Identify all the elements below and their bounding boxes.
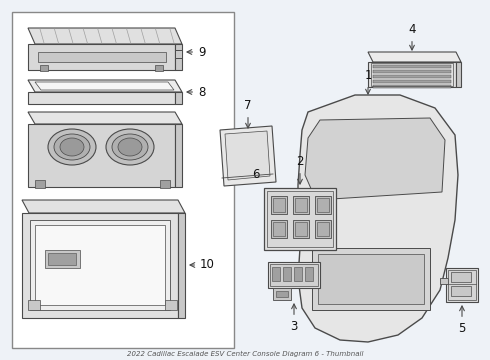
Bar [283, 267, 291, 281]
Bar [293, 196, 309, 214]
Bar [30, 220, 170, 310]
Bar [35, 225, 165, 305]
Polygon shape [175, 44, 182, 70]
Bar [293, 220, 309, 238]
Polygon shape [28, 112, 182, 124]
Polygon shape [28, 80, 182, 92]
Text: 8: 8 [187, 85, 205, 99]
Bar [446, 268, 478, 302]
Bar [264, 188, 336, 250]
Bar [276, 291, 288, 297]
Polygon shape [28, 44, 175, 70]
Bar [317, 222, 329, 236]
Text: 4: 4 [408, 23, 416, 50]
Bar [373, 70, 451, 73]
Bar [440, 278, 448, 284]
Bar [373, 80, 451, 83]
Bar [38, 52, 166, 62]
Text: 10: 10 [190, 258, 215, 271]
Polygon shape [175, 50, 182, 58]
Bar [28, 300, 40, 310]
Bar [295, 222, 307, 236]
Bar [268, 262, 320, 288]
Ellipse shape [118, 138, 142, 156]
Bar [271, 196, 287, 214]
Polygon shape [298, 95, 458, 342]
Bar [270, 264, 318, 286]
Polygon shape [28, 124, 175, 187]
Text: 5: 5 [458, 306, 466, 335]
Polygon shape [175, 124, 182, 187]
Bar [371, 63, 453, 86]
Bar [165, 300, 177, 310]
Bar [305, 267, 313, 281]
Text: 9: 9 [187, 45, 205, 58]
Text: 6: 6 [252, 168, 260, 181]
Polygon shape [178, 213, 185, 318]
Polygon shape [35, 82, 174, 90]
Polygon shape [175, 92, 182, 104]
Bar [267, 191, 333, 247]
Bar [271, 220, 287, 238]
Polygon shape [305, 118, 445, 200]
Bar [273, 198, 285, 212]
Bar [40, 65, 48, 71]
Bar [315, 220, 331, 238]
Polygon shape [368, 52, 461, 62]
Bar [35, 180, 45, 188]
Bar [48, 253, 76, 265]
Bar [160, 180, 170, 188]
Bar [451, 286, 471, 296]
Bar [273, 288, 291, 300]
Bar [373, 85, 451, 88]
Polygon shape [22, 200, 185, 213]
Bar [272, 267, 280, 281]
Bar [273, 222, 285, 236]
Ellipse shape [112, 134, 148, 160]
Ellipse shape [106, 129, 154, 165]
Bar [448, 270, 476, 300]
Polygon shape [225, 131, 270, 180]
Text: 2022 Cadillac Escalade ESV Center Console Diagram 6 - Thumbnail: 2022 Cadillac Escalade ESV Center Consol… [127, 351, 363, 357]
Bar [317, 198, 329, 212]
Bar [45, 250, 80, 268]
Bar [315, 196, 331, 214]
Bar [451, 272, 471, 282]
Ellipse shape [60, 138, 84, 156]
Ellipse shape [54, 134, 90, 160]
Bar [12, 12, 234, 348]
Text: 3: 3 [290, 304, 298, 333]
Bar [312, 248, 430, 310]
Text: 1: 1 [364, 69, 372, 94]
Bar [155, 65, 163, 71]
Bar [294, 267, 302, 281]
Polygon shape [28, 92, 175, 104]
Bar [373, 75, 451, 78]
Bar [318, 254, 424, 304]
Polygon shape [220, 126, 276, 186]
Text: 2: 2 [296, 155, 304, 184]
Ellipse shape [48, 129, 96, 165]
Bar [295, 198, 307, 212]
Polygon shape [28, 28, 182, 44]
Polygon shape [368, 62, 456, 87]
Bar [373, 65, 451, 68]
Text: 7: 7 [244, 99, 252, 128]
Polygon shape [22, 213, 178, 318]
Polygon shape [456, 62, 461, 87]
